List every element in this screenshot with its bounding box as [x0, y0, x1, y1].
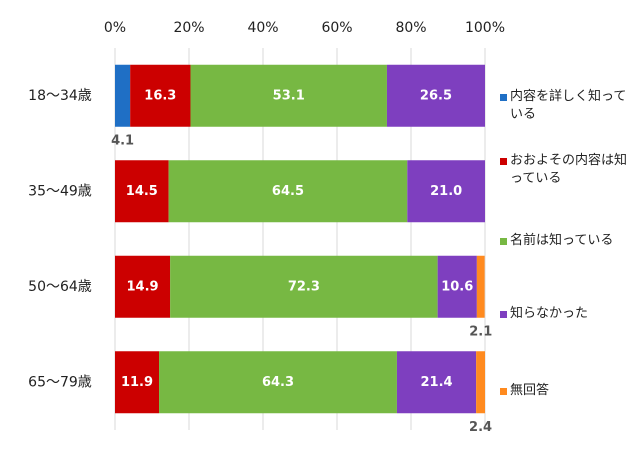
legend-label: 知らなかった	[510, 306, 589, 321]
x-tick-label: 60%	[321, 20, 352, 36]
bar-segment	[130, 64, 191, 127]
value-label: 21.0	[430, 184, 462, 199]
legend-label: 無回答	[510, 383, 550, 398]
category-label: 65〜79歳	[28, 374, 92, 390]
bar-segment	[170, 255, 438, 318]
value-label: 26.5	[420, 88, 452, 103]
legend-label: 名前は知っている	[510, 233, 614, 248]
value-label: 53.1	[273, 88, 305, 103]
value-label: 11.9	[121, 375, 153, 390]
bar-segment	[115, 351, 160, 414]
value-label: 64.5	[272, 184, 304, 199]
value-label: 4.1	[111, 133, 134, 148]
bar-segment	[115, 64, 131, 127]
x-tick-label: 100%	[465, 20, 505, 36]
bar-segment	[386, 64, 485, 127]
value-label: 72.3	[288, 279, 320, 294]
bar-segment	[115, 160, 169, 223]
bar-segment	[407, 160, 485, 223]
legend-item: 無回答	[500, 382, 632, 400]
legend-item: おおよその内容は知っている	[500, 152, 632, 188]
legend-swatch	[500, 158, 507, 165]
value-label: 14.5	[126, 184, 158, 199]
legend-item: 名前は知っている	[500, 232, 632, 250]
legend-label: 内容を詳しく知っている	[510, 89, 627, 122]
category-label: 35〜49歳	[28, 183, 92, 199]
legend-swatch	[500, 94, 507, 101]
x-tick-label: 80%	[395, 20, 426, 36]
legend-swatch	[500, 388, 507, 395]
value-label: 64.3	[262, 375, 294, 390]
legend-item: 知らなかった	[500, 305, 632, 323]
bar-segment	[476, 255, 485, 318]
legend-swatch	[500, 311, 507, 318]
x-tick-label: 0%	[104, 20, 126, 36]
value-label: 16.3	[144, 88, 176, 103]
legend-label: おおよその内容は知っている	[510, 153, 628, 186]
category-label: 18〜34歳	[28, 88, 92, 104]
value-label: 2.4	[469, 420, 492, 435]
value-label: 14.9	[127, 279, 159, 294]
bar-segment	[476, 351, 485, 414]
bar-segment	[159, 351, 397, 414]
bar-segment	[396, 351, 477, 414]
x-tick-label: 40%	[247, 20, 278, 36]
legend-item: 内容を詳しく知っている	[500, 88, 632, 124]
bar-segment	[190, 64, 387, 127]
bar-segment	[115, 255, 171, 318]
x-tick-label: 20%	[173, 20, 204, 36]
legend-swatch	[500, 238, 507, 245]
bar-segment	[437, 255, 477, 318]
value-label: 21.4	[420, 375, 452, 390]
value-label: 10.6	[441, 279, 473, 294]
value-label: 2.1	[469, 324, 492, 339]
category-label: 50〜64歳	[28, 279, 92, 295]
bar-segment	[168, 160, 408, 223]
